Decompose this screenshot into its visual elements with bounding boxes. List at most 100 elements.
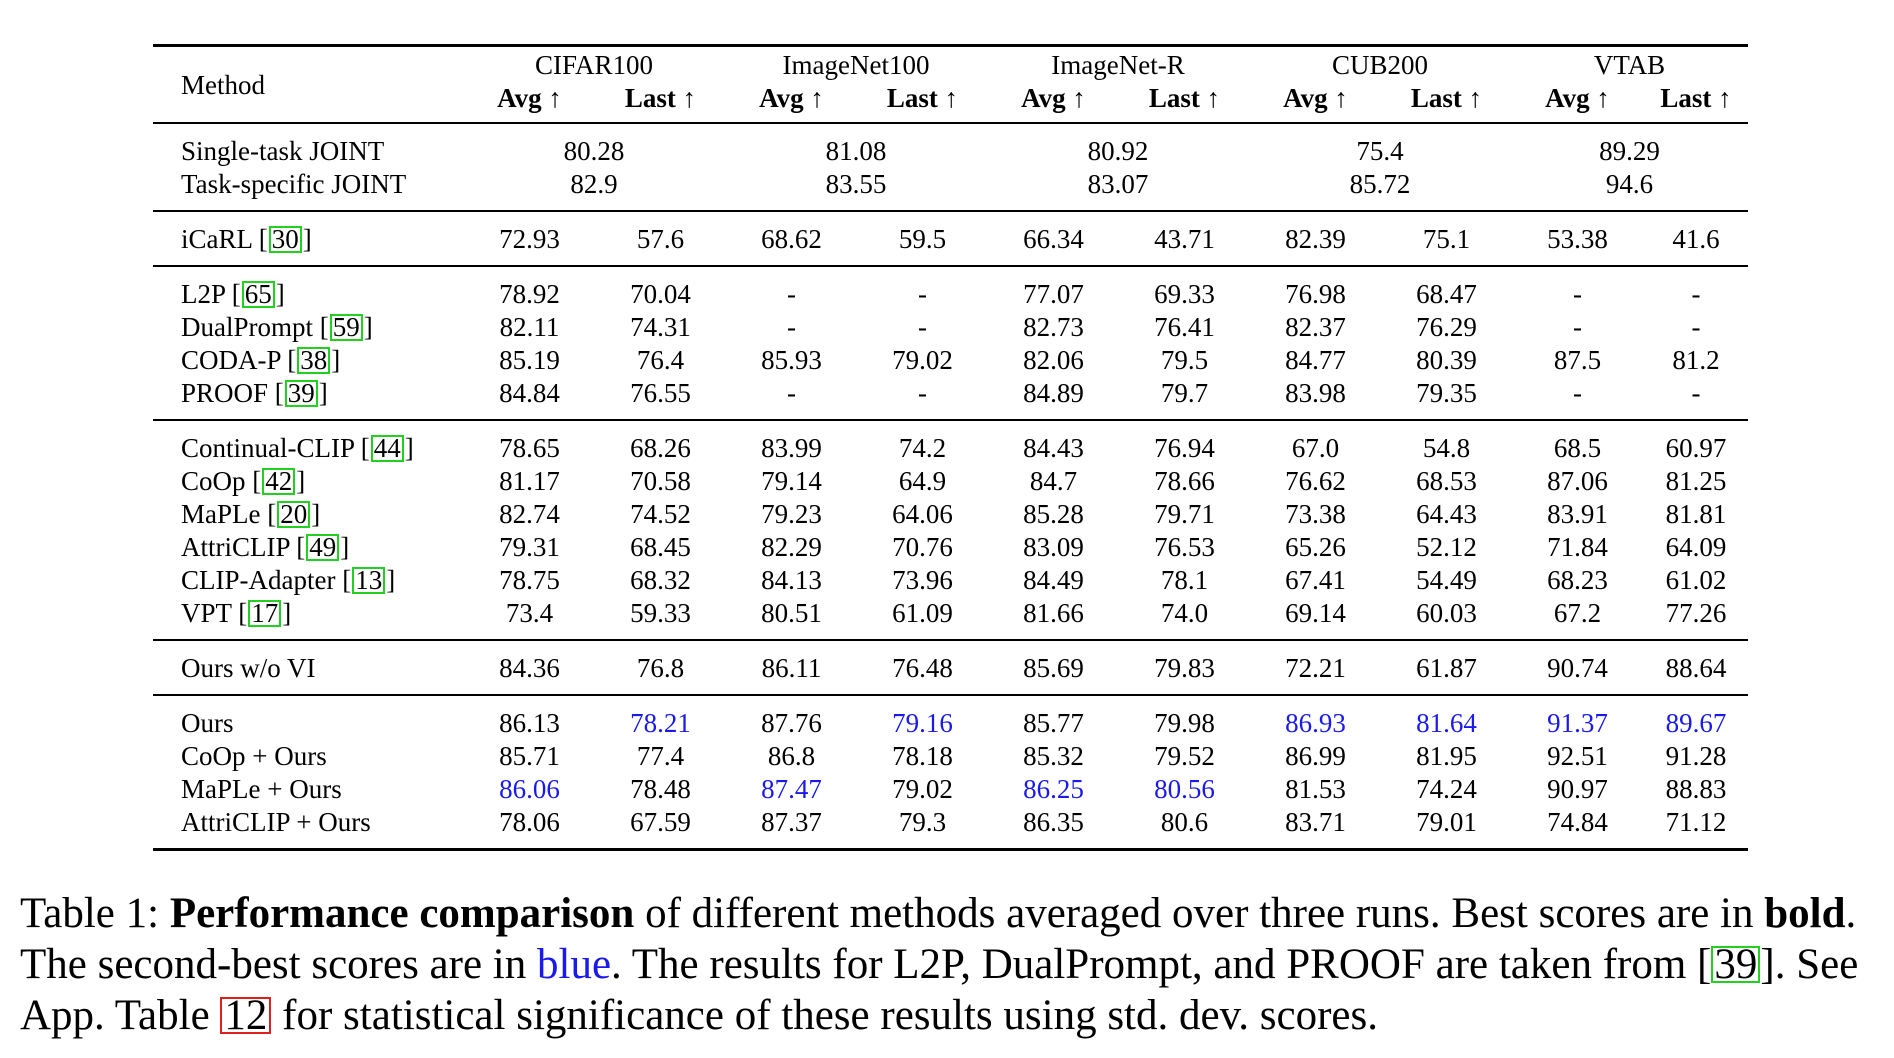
caption-text: . The results for L2P, DualPrompt, and P…	[611, 941, 1712, 988]
score-cell: 70.76	[892, 532, 953, 562]
dataset-header-cifar100: CIFAR100	[463, 44, 725, 82]
score-cell: 78.92	[463, 265, 596, 311]
citation-link[interactable]: 39	[284, 380, 318, 407]
method-name: Ours	[181, 708, 234, 738]
citation-link[interactable]: 17	[248, 600, 282, 627]
table-row: MaPLe [20] 82.74 74.52 79.23 64.06 85.28 79.71…	[153, 498, 1748, 531]
table-caption: Table 1: Performance comparison of diffe…	[20, 888, 1890, 1041]
score-cell: 67.0	[1249, 419, 1383, 465]
score-cell: 86.11	[725, 639, 858, 695]
citation-bracket: ]	[282, 598, 292, 628]
score-cell: 54.8	[1382, 419, 1512, 465]
joint-value-cell: 81.08	[725, 122, 988, 168]
score-cell: 53.38	[1511, 210, 1645, 266]
score-cell: 85.71	[499, 741, 560, 771]
score-cell: 52.12	[1416, 532, 1477, 562]
table-reference-link[interactable]: 12	[220, 994, 272, 1037]
score-cell: 67.41	[1285, 565, 1346, 595]
subheader-last: Last ↑	[886, 83, 959, 113]
score-cell: 78.65	[463, 419, 596, 465]
table-row: Single-task JOINT 80.28 81.08 80.92 75.4…	[153, 122, 1749, 168]
joint-value-cell: 94.6	[1605, 169, 1654, 199]
score-cell: 78.1	[1160, 565, 1209, 595]
score-cell: 78.21	[596, 694, 725, 740]
citation-link[interactable]: 65	[241, 281, 275, 308]
score-cell: 86.93	[1249, 694, 1383, 740]
citation-link[interactable]: 59	[329, 314, 363, 341]
citation-link[interactable]: 30	[268, 226, 302, 253]
method-cell: iCaRL [30]	[153, 210, 463, 266]
table-row: AttriCLIP [49] 79.31 68.45 82.29 70.76 83.09 7…	[153, 531, 1748, 564]
score-cell: 74.84	[1511, 806, 1645, 851]
method-cell: Task-specific JOINT	[181, 169, 407, 199]
score-cell: 61.09	[892, 598, 953, 628]
score-cell: 76.62	[1285, 466, 1346, 496]
score-cell: 76.8	[596, 639, 725, 695]
score-cell: -	[1573, 378, 1583, 408]
joint-value-cell: 80.92	[987, 122, 1250, 168]
method-cell: AttriCLIP + Ours	[153, 806, 463, 851]
score-cell: -	[787, 312, 796, 342]
score-cell: 41.6	[1644, 210, 1749, 266]
method-name: VPT [	[181, 598, 248, 628]
score-cell: 68.45	[630, 532, 691, 562]
method-name: AttriCLIP + Ours	[181, 807, 371, 837]
score-cell: 64.06	[892, 499, 953, 529]
score-cell: 60.03	[1416, 598, 1477, 628]
score-cell: 87.5	[1553, 345, 1602, 375]
joint-value-cell: 82.9	[570, 169, 618, 199]
caption-text: of different methods averaged over three…	[634, 890, 1765, 937]
joint-value-cell: 83.07	[1087, 169, 1149, 199]
score-cell: 79.71	[1154, 499, 1215, 529]
score-cell: 86.06	[499, 774, 560, 804]
citation-link[interactable]: 38	[297, 347, 331, 374]
score-cell: 84.49	[1023, 565, 1084, 595]
citation-link[interactable]: 13	[352, 567, 386, 594]
method-cell: CLIP-Adapter [13]	[153, 564, 463, 597]
citation-bracket: ]	[302, 224, 312, 254]
citation-link[interactable]: 44	[370, 435, 404, 462]
score-cell: 81.95	[1416, 741, 1477, 771]
table-row: L2P [65] 78.92 70.04- -77.07 69.33 76.98 68.47…	[153, 265, 1749, 311]
score-cell: 79.14	[761, 466, 822, 496]
score-cell: 84.36	[463, 639, 596, 695]
score-cell: -	[1644, 265, 1749, 311]
score-cell: 84.13	[761, 565, 822, 595]
method-name: iCaRL [	[181, 224, 268, 254]
score-cell: 87.76	[725, 694, 858, 740]
citation-bracket: ]	[318, 378, 328, 408]
score-cell: 76.48	[858, 639, 988, 695]
method-name: CoOp + Ours	[181, 741, 327, 771]
citation-link[interactable]: 20	[277, 501, 311, 528]
method-cell: CoOp + Ours	[153, 740, 463, 773]
method-cell: CODA-P [38]	[153, 344, 463, 377]
table-row: iCaRL [30] 72.93 57.6 68.62 59.5 66.34 43.71 82…	[153, 210, 1749, 266]
score-cell: 54.49	[1416, 565, 1477, 595]
score-cell: 64.43	[1416, 499, 1477, 529]
score-cell: 76.4	[636, 345, 685, 375]
score-cell: 73.4	[505, 598, 554, 628]
score-cell: 91.28	[1665, 741, 1727, 771]
score-cell: 67.2	[1553, 598, 1602, 628]
score-cell: 91.37	[1511, 694, 1645, 740]
table-row: Ours 86.13 78.21 87.76 79.16 85.77 79.98 86.93 8…	[153, 694, 1749, 740]
citation-link[interactable]: 42	[262, 468, 296, 495]
joint-value-cell: 75.4	[1249, 122, 1512, 168]
score-cell: 83.91	[1547, 499, 1608, 529]
dataset-header-cub200: CUB200	[1249, 44, 1512, 82]
method-cell: Single-task JOINT	[153, 122, 463, 168]
score-cell: 90.97	[1547, 774, 1608, 804]
citation-link[interactable]: 39	[1711, 943, 1761, 986]
score-cell: 80.56	[1154, 774, 1215, 804]
score-cell: 81.64	[1382, 694, 1512, 740]
citation-bracket: ]	[404, 433, 414, 463]
score-cell: 86.8	[767, 741, 816, 771]
score-cell: 74.2	[858, 419, 988, 465]
citation-link[interactable]: 49	[306, 534, 340, 561]
method-cell: VPT [17]	[153, 597, 463, 640]
caption-bold-word: bold	[1764, 890, 1846, 937]
score-cell: 79.01	[1382, 806, 1512, 851]
caption-blue-word: blue	[537, 941, 612, 988]
score-cell: -	[1511, 265, 1645, 311]
score-cell: 74.0	[1160, 598, 1209, 628]
